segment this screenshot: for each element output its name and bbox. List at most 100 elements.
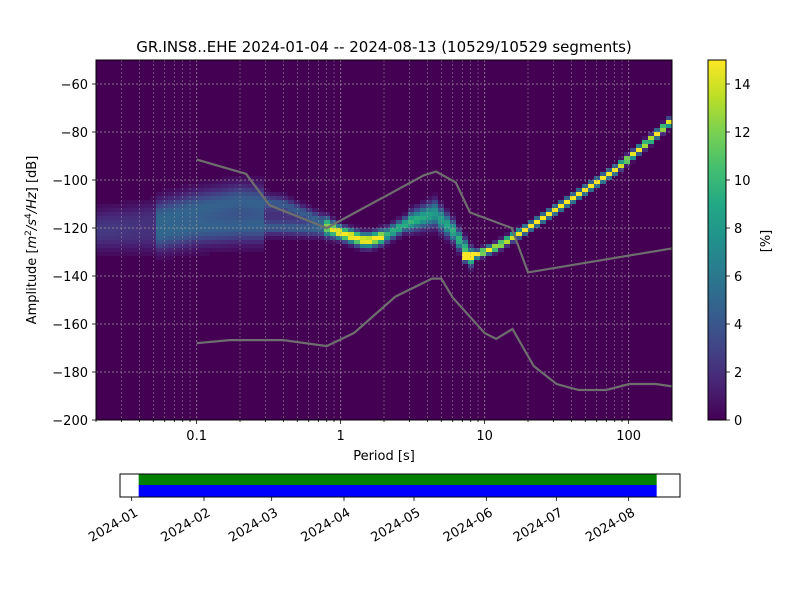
density-cell: [240, 184, 246, 188]
density-cell: [138, 224, 144, 228]
density-cell: [258, 228, 264, 232]
density-cell: [138, 252, 144, 256]
density-cell: [666, 116, 672, 120]
density-cell: [198, 220, 204, 224]
density-cell: [516, 236, 522, 240]
density-cell: [630, 160, 636, 164]
density-cell: [198, 240, 204, 244]
density-cell: [186, 216, 192, 220]
density-cell: [114, 240, 120, 244]
density-cell: [102, 208, 108, 212]
density-cell: [324, 216, 330, 220]
density-cell: [300, 204, 306, 208]
density-cell: [276, 212, 282, 216]
density-cell: [546, 212, 552, 216]
density-cell: [186, 248, 192, 252]
density-cell: [660, 124, 666, 128]
density-cell: [312, 232, 318, 236]
density-cell: [402, 216, 408, 220]
density-cell: [150, 200, 156, 204]
density-cell: [180, 240, 186, 244]
density-cell: [246, 220, 252, 224]
density-cell: [492, 240, 498, 244]
density-cell: [258, 244, 264, 248]
density-cell: [294, 232, 300, 236]
density-cell: [438, 232, 444, 236]
density-cell: [432, 220, 438, 224]
density-cell: [480, 256, 486, 260]
density-cell: [282, 236, 288, 240]
density-cell: [150, 208, 156, 212]
density-cell: [312, 228, 318, 232]
density-cell: [288, 236, 294, 240]
density-cell: [186, 212, 192, 216]
density-cell: [186, 204, 192, 208]
density-cell: [318, 208, 324, 212]
density-cell: [126, 252, 132, 256]
density-cell: [126, 208, 132, 212]
density-cell: [360, 232, 366, 236]
density-cell: [240, 180, 246, 184]
density-cell: [288, 228, 294, 232]
density-cell: [444, 216, 450, 220]
density-cell: [444, 236, 450, 240]
density-cell: [96, 244, 102, 248]
density-cell: [126, 216, 132, 220]
density-cell: [144, 248, 150, 252]
density-cell: [198, 192, 204, 196]
density-cell: [150, 232, 156, 236]
density-cell: [372, 244, 378, 248]
density-cell: [576, 196, 582, 200]
density-cell: [204, 200, 210, 204]
density-cell: [462, 252, 468, 256]
density-cell: [510, 236, 516, 240]
density-cell: [600, 172, 606, 176]
density-cell: [228, 244, 234, 248]
density-cell: [288, 216, 294, 220]
density-cell: [324, 236, 330, 240]
density-cell: [606, 168, 612, 172]
density-cell: [132, 208, 138, 212]
density-cell: [384, 224, 390, 228]
density-cell: [258, 204, 264, 208]
density-cell: [234, 224, 240, 228]
density-cell: [384, 232, 390, 236]
density-cell: [120, 204, 126, 208]
density-cell: [318, 228, 324, 232]
density-cell: [294, 224, 300, 228]
density-cell: [210, 208, 216, 212]
density-cell: [324, 240, 330, 244]
density-cell: [216, 180, 222, 184]
density-cell: [468, 260, 474, 264]
density-cell: [258, 208, 264, 212]
density-cell: [216, 224, 222, 228]
density-cell: [426, 232, 432, 236]
density-cell: [396, 216, 402, 220]
density-cell: [252, 216, 258, 220]
y-tick-label: −200: [52, 414, 88, 429]
timeline-segments: [138, 474, 657, 497]
density-cell: [492, 248, 498, 252]
density-cell: [432, 216, 438, 220]
density-cell: [180, 196, 186, 200]
density-cell: [150, 252, 156, 256]
density-cell: [168, 220, 174, 224]
density-cell: [582, 192, 588, 196]
density-cell: [258, 200, 264, 204]
density-cell: [108, 216, 114, 220]
density-cell: [288, 196, 294, 200]
density-cell: [276, 204, 282, 208]
density-cell: [120, 240, 126, 244]
density-cell: [270, 192, 276, 196]
density-cell: [378, 232, 384, 236]
density-cell: [198, 216, 204, 220]
density-cell: [150, 196, 156, 200]
density-cell: [216, 204, 222, 208]
density-cell: [312, 216, 318, 220]
density-cell: [228, 176, 234, 180]
density-cell: [228, 192, 234, 196]
y-tick-label: −80: [61, 126, 88, 141]
density-cell: [174, 192, 180, 196]
density-cell: [420, 200, 426, 204]
density-cell: [318, 212, 324, 216]
